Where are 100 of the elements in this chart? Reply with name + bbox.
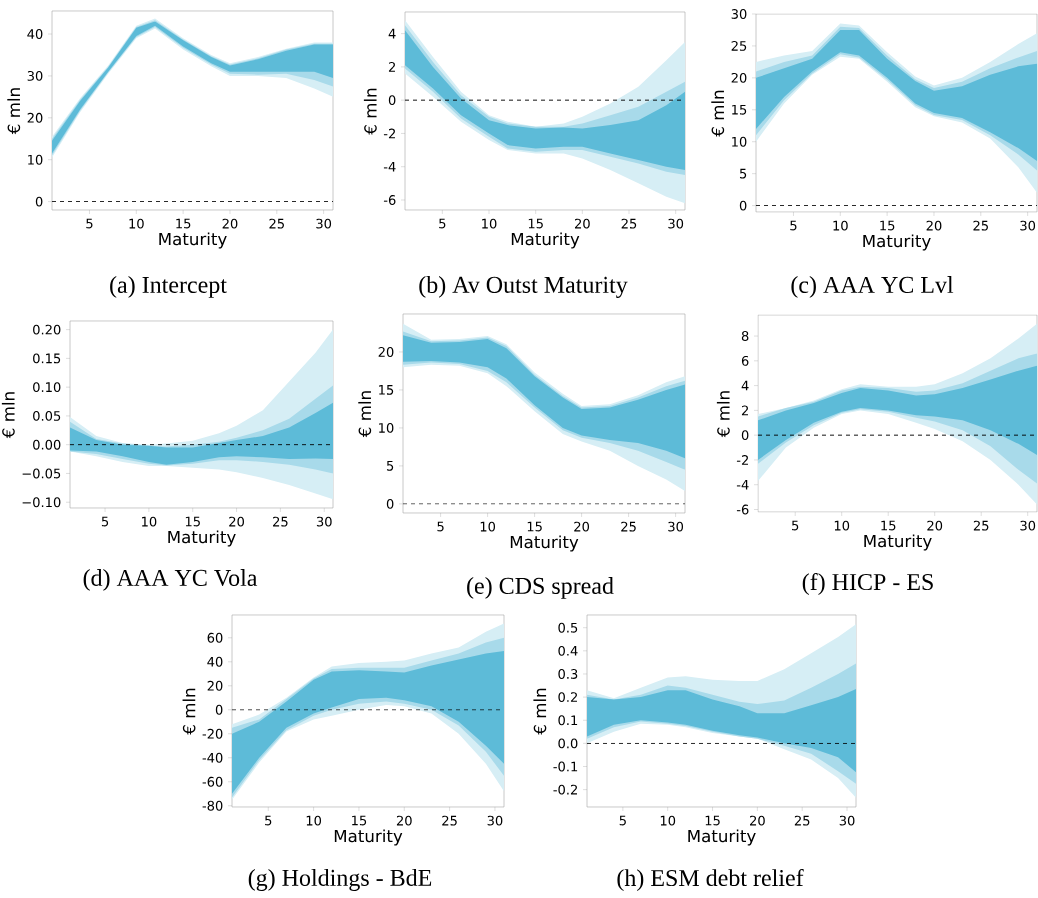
x-tick-label: 20 [750,815,765,826]
x-axis-title: Maturity [510,535,579,552]
x-tick-label: 25 [269,218,284,229]
x-axis-title: Maturity [334,829,403,846]
y-axis-title: € mln [716,391,730,438]
x-tick-label: 20 [396,815,412,826]
y-axis-title: € mln [363,88,377,135]
text: (c) AAA YC Lvl [791,276,954,298]
x-tick-label: 15 [880,220,895,231]
y-tick-label: 20 [378,347,394,357]
x-tick-label: 5 [101,516,109,527]
x-tick-label: 30 [1020,520,1036,531]
y-tick-label: 6 [741,355,749,366]
x-tick-label: 5 [265,815,272,826]
y-tick-label: -0.1 [553,761,578,772]
x-tick-label: 25 [794,815,810,826]
x-axis-title: Maturity [864,534,932,551]
text: (g) Holdings - BdE [248,869,432,891]
y-tick-label: −0.05 [22,468,61,479]
y-tick-label: 40 [27,29,43,39]
y-tick-label: 0.0 [558,738,578,749]
y-tick-label: 20 [207,680,223,691]
y-tick-label: 15 [732,104,747,115]
y-tick-label: 5 [386,461,394,471]
y-tick-label: 0.20 [33,324,61,335]
x-axis-title: Maturity [688,829,756,846]
y-tick-label: -20 [202,728,223,739]
y-tick-label: 10 [379,422,394,433]
y-tick-label: -60 [202,776,223,787]
x-axis-title: Maturity [159,232,227,249]
y-axis-title: € mln [358,391,372,438]
x-tick-label: 15 [528,218,543,229]
y-tick-label: -80 [202,800,223,811]
y-tick-label: 4 [388,28,396,39]
x-tick-label: 30 [487,815,503,826]
x-tick-label: 5 [792,520,799,531]
y-axis-title: € mln [711,90,725,137]
x-tick-label: 15 [185,516,200,527]
x-tick-label: 25 [442,815,457,826]
y-tick-label: 10 [28,154,43,165]
x-tick-label: 20 [222,218,238,229]
y-tick-label: 60 [207,632,223,643]
y-axis-title: € mln [1,392,15,439]
y-tick-label: -4 [383,161,396,172]
y-tick-label: 0.1 [558,715,578,726]
x-tick-label: 30 [1020,220,1036,231]
x-tick-label: 15 [705,815,720,826]
y-axis-title: € mln [7,88,21,135]
x-tick-label: 5 [619,815,626,826]
x-tick-label: 20 [229,516,245,527]
x-tick-label: 5 [86,218,93,229]
y-tick-label: 40 [207,656,223,667]
x-tick-label: 20 [927,520,943,531]
y-tick-label: 8 [741,331,749,341]
text: (f) HICP - ES [802,572,933,595]
y-tick-label: 0 [739,200,747,211]
y-tick-label: 0.5 [558,622,578,633]
y-tick-label: 20 [27,112,43,123]
x-tick-label: 15 [881,520,896,531]
x-tick-label: 25 [973,220,988,231]
y-axis-title: € mln [533,688,547,735]
text: (e) CDS spread [467,577,614,599]
y-tick-label: 0.3 [558,669,578,679]
y-tick-label: 0 [215,704,223,715]
text: (a) Intercept [110,276,227,298]
x-tick-label: 10 [142,516,157,527]
x-axis-title: Maturity [863,234,931,251]
y-axis-title: € mln [182,688,196,735]
y-tick-label: 0.00 [33,439,61,450]
x-tick-label: 5 [437,521,444,532]
x-tick-label: 20 [574,218,590,229]
y-tick-label: 0.10 [33,382,61,393]
y-tick-label: 4 [741,380,749,391]
y-tick-label: 2 [741,405,748,416]
y-tick-label: 0 [741,430,749,441]
y-tick-label: 20 [731,72,747,83]
x-tick-label: 25 [621,218,637,229]
y-tick-label: -40 [202,752,223,763]
x-tick-label: 10 [306,815,322,826]
y-tick-label: 0 [388,95,396,106]
x-tick-label: 20 [574,521,590,532]
y-tick-label: 30 [731,9,747,19]
x-tick-label: 30 [316,516,332,527]
text: (h) ESM debt relief [617,868,804,891]
x-tick-label: 5 [790,220,797,231]
y-tick-label: -6 [736,504,749,515]
x-tick-label: 20 [926,220,942,231]
y-tick-label: -2 [383,128,395,139]
x-axis-title: Maturity [511,232,580,249]
x-tick-label: 25 [621,521,636,532]
y-tick-label: 0.05 [33,410,61,421]
x-tick-label: 10 [660,815,676,826]
y-tick-label: -0.2 [553,784,577,795]
text: (b) Av Outst Maturity [419,276,628,298]
x-tick-label: 10 [480,521,496,532]
x-tick-label: 30 [668,218,684,229]
x-tick-label: 15 [352,815,367,826]
y-tick-label: 2 [388,62,395,72]
y-tick-label: 0.2 [558,692,577,703]
y-tick-label: -2 [736,455,748,465]
